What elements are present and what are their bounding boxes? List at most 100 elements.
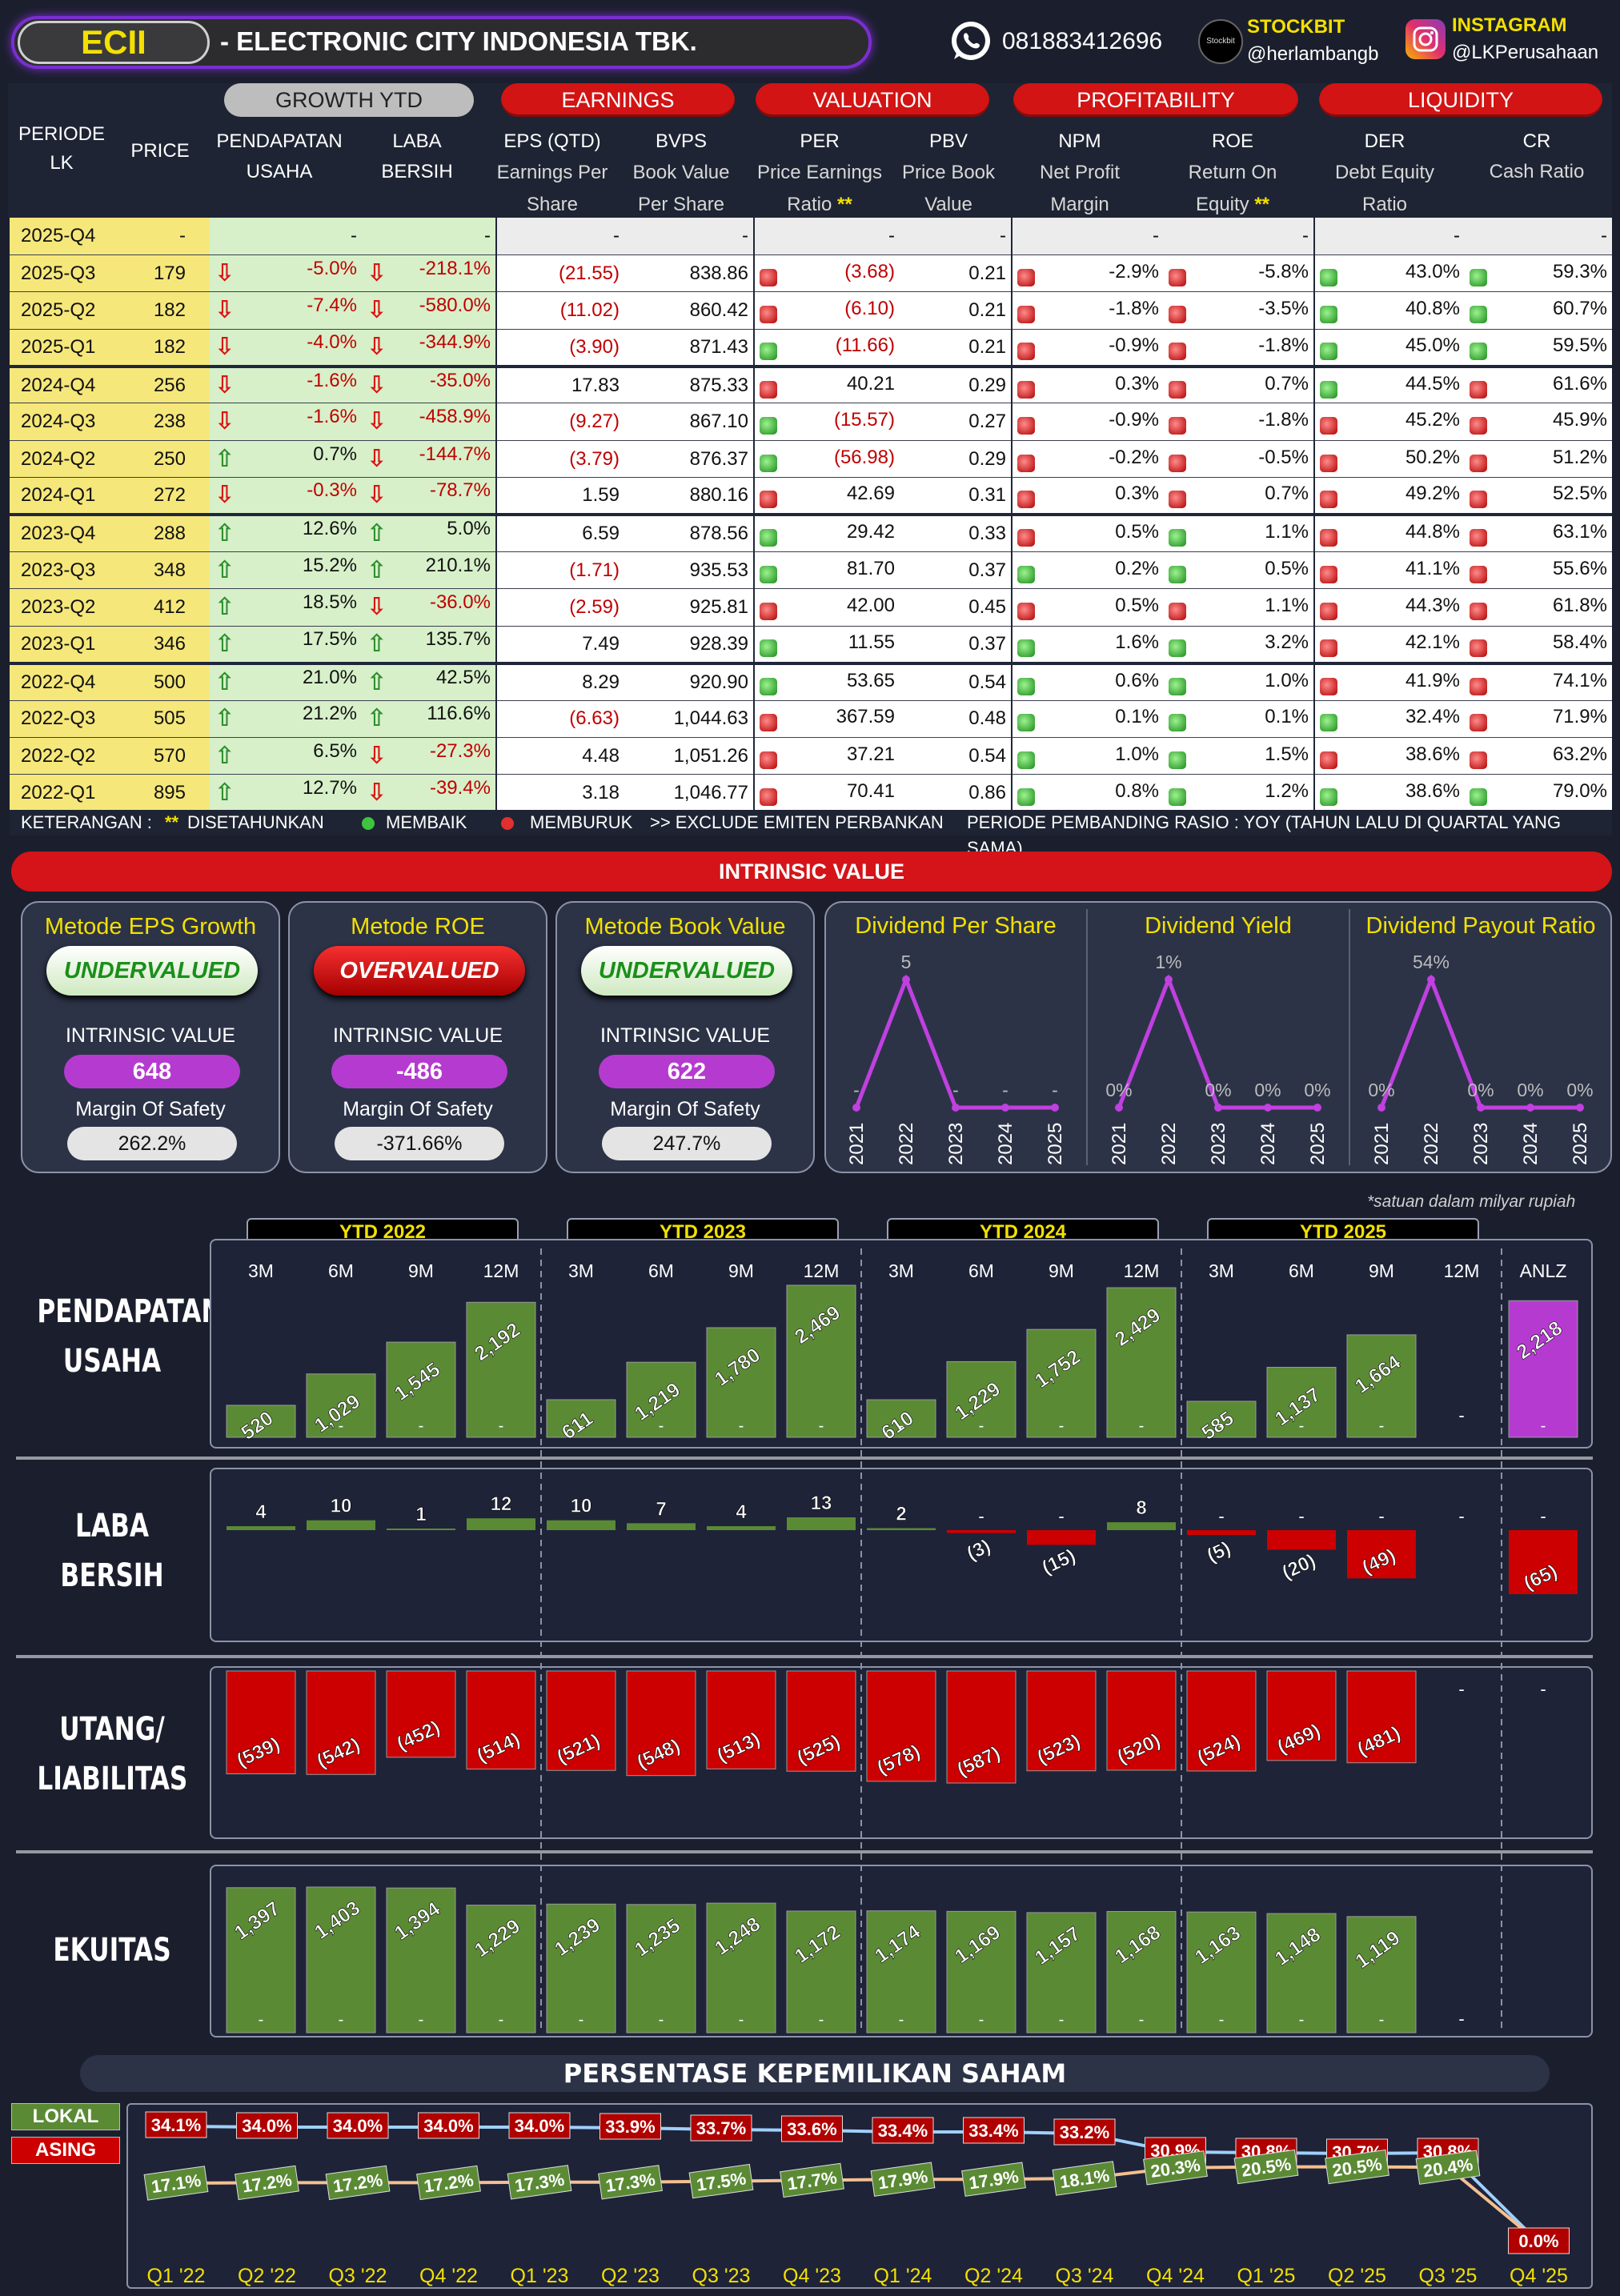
dividend-point	[1576, 1104, 1584, 1112]
liability-bar	[626, 1670, 696, 1777]
col-cr-sub: Cash Ratio	[1489, 161, 1585, 182]
dividend-year: 2022	[1158, 1123, 1180, 1165]
bar-dash: -	[1540, 1506, 1546, 1526]
legend-memburuk: MEMBURUK	[530, 812, 633, 832]
arrow-down-icon: ⇩	[367, 742, 387, 769]
cell-bvps-value: 860.42	[689, 299, 748, 321]
intrinsic-value: 622	[599, 1055, 775, 1088]
dividend-year: 2021	[1109, 1123, 1130, 1165]
cell-eps-value: 17.83	[571, 374, 620, 396]
category-label: 6M	[648, 1260, 674, 1281]
intrinsic-value-label: INTRINSIC VALUE	[599, 1024, 771, 1047]
red-indicator-icon	[1017, 417, 1035, 435]
col-eps-sub: Earnings Per Share	[496, 162, 608, 215]
stockbit-label: STOCKBIT	[1247, 16, 1345, 38]
bar-dash: -	[1219, 2011, 1225, 2029]
cell-eps: (6.63)	[496, 700, 624, 738]
cell-npm-value: -0.9%	[1109, 409, 1159, 431]
cell-pbv-value: 0.21	[968, 299, 1006, 321]
phone-number[interactable]: 081883412696	[1002, 28, 1163, 54]
cell-periode-value: 2024-Q4	[21, 374, 96, 396]
dividend-label: 1%	[1155, 952, 1181, 972]
liability-bar	[1266, 1670, 1337, 1761]
bar-dash: -	[739, 1417, 744, 1435]
lokal-label-box	[143, 2166, 209, 2201]
asing-label-box	[327, 2112, 389, 2139]
table-row: 2024-Q3 238 ⇩ -1.6% ⇩ -458.9% (9.27) 867.10 (15.…	[10, 403, 1612, 441]
dividend-point	[1051, 1104, 1059, 1112]
liability-bar	[866, 1670, 936, 1782]
cell-per: 70.41	[754, 774, 900, 812]
cell-pbv-value: 0.48	[968, 707, 1006, 730]
table-row: 2022-Q3 505 ⇧ 21.2% ⇧ 116.6% (6.63) 1,044.63 367…	[10, 700, 1612, 738]
cell-price: 182	[106, 329, 210, 367]
legend-disetahunkan: DISETAHUNKAN	[187, 812, 324, 832]
red-indicator-icon	[1470, 417, 1487, 435]
col-laba: LABA BERSIH	[381, 130, 453, 182]
cell-eps: 8.29	[496, 661, 624, 701]
cell-npm: -0.9%	[1012, 329, 1164, 367]
cell-npm-value: -0.2%	[1109, 446, 1159, 468]
cell-der: 45.2%	[1314, 403, 1465, 441]
cell-bvps: 875.33	[624, 364, 755, 404]
cell-bvps-value: 867.10	[689, 411, 748, 433]
category-label: ANLZ	[1520, 1260, 1567, 1281]
table-row: 2024-Q1 272 ⇩ -0.3% ⇩ -78.7% 1.59 880.16 42.69 0.…	[10, 477, 1612, 515]
asing-label: 33.7%	[696, 2118, 746, 2138]
cell-eps-value: (2.59)	[569, 596, 620, 619]
dividend-year: 2024	[1520, 1123, 1542, 1165]
cell-pendapatan-value: -1.6%	[307, 369, 357, 391]
cell-laba: ⇧ 210.1%	[362, 551, 497, 590]
divider	[16, 1655, 1593, 1658]
cell-pbv-value: 0.29	[968, 374, 1006, 396]
revenue-bar	[1106, 1287, 1177, 1438]
cell-cr-value: 45.9%	[1552, 409, 1607, 431]
red-indicator-icon	[1017, 454, 1035, 472]
cell-laba-value: -39.4%	[429, 777, 491, 799]
cell-pbv: 0.31	[900, 477, 1012, 515]
asing-label: 33.4%	[878, 2121, 928, 2141]
bar-value-label: 7	[656, 1498, 666, 1520]
bar-dash: -	[1299, 1417, 1305, 1435]
cell-per: (11.66)	[754, 329, 900, 367]
instagram-user[interactable]: @LKPerusahaan	[1452, 42, 1599, 63]
asing-label: 34.0%	[242, 2116, 291, 2136]
cell-pendapatan: ⇧ 12.6%	[210, 513, 362, 553]
green-indicator-icon	[1017, 714, 1035, 732]
cell-laba-value: -	[484, 224, 491, 246]
cell-periode-value: 2023-Q1	[21, 632, 96, 655]
cell-per: 42.00	[754, 588, 900, 627]
cell-npm: -0.2%	[1012, 440, 1164, 479]
dividend-point	[1115, 1104, 1123, 1112]
cell-pendapatan-value: 12.7%	[302, 777, 357, 799]
bar-dash: -	[1379, 1417, 1385, 1435]
red-indicator-icon	[1320, 603, 1337, 621]
cell-roe-value: 1.0%	[1265, 669, 1309, 691]
cell-pbv: 0.54	[900, 737, 1012, 775]
method-title: Metode EPS Growth	[44, 914, 257, 940]
cell-der-value: 44.3%	[1405, 595, 1460, 617]
green-indicator-icon	[1169, 714, 1186, 732]
cell-price-value: 346	[153, 632, 186, 655]
green-indicator-icon	[1017, 788, 1035, 807]
red-indicator-icon	[1169, 417, 1186, 435]
revenue-bar	[226, 1404, 296, 1438]
cell-periode-value: 2025-Q2	[21, 299, 96, 321]
bar-value-label: -	[1458, 1679, 1464, 1699]
red-indicator-icon	[1169, 342, 1186, 360]
cell-bvps: 871.43	[624, 329, 755, 367]
category-label: 3M	[888, 1260, 914, 1281]
cell-eps: (3.90)	[496, 329, 624, 367]
table-row: 2023-Q2 412 ⇧ 18.5% ⇩ -36.0% (2.59) 925.81 42.00…	[10, 588, 1612, 627]
bar-dash: -	[899, 1417, 904, 1435]
lokal-label-box	[1233, 2149, 1299, 2185]
cell-pbv: 0.45	[900, 588, 1012, 627]
cell-npm-value: 0.5%	[1115, 521, 1159, 543]
profit-bar	[547, 1520, 616, 1530]
bar-dash: -	[1298, 1506, 1304, 1526]
equity-bar	[706, 1902, 776, 2034]
stockbit-user[interactable]: @herlambangb	[1247, 43, 1379, 65]
bar-dash: -	[579, 1417, 584, 1435]
cell-laba-value: -27.3%	[429, 739, 491, 762]
cell-roe-value: -1.8%	[1258, 409, 1309, 431]
